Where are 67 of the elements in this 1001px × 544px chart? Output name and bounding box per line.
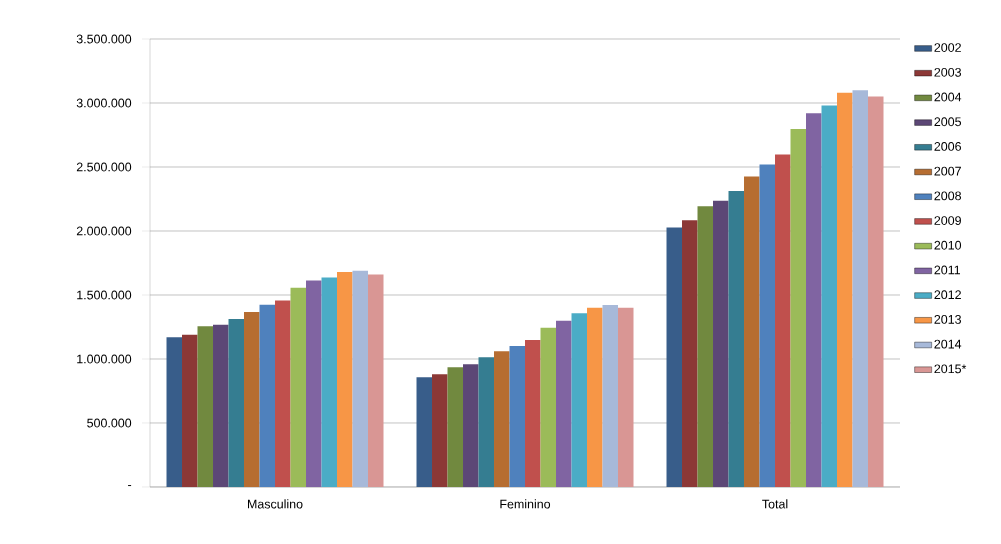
bar <box>509 345 526 487</box>
legend-label: 2008 <box>934 191 962 201</box>
bar <box>618 307 634 487</box>
y-tick-label: 3.500.000 <box>76 34 132 44</box>
bar <box>790 129 807 487</box>
y-tick-label: 500.000 <box>87 418 132 428</box>
bar <box>837 92 853 487</box>
bar <box>259 304 276 487</box>
y-tick-label: 2.000.000 <box>76 226 132 236</box>
bar <box>166 337 183 487</box>
legend-label: 2014 <box>934 339 962 349</box>
bar <box>321 277 338 487</box>
legend-label: 2011 <box>934 265 961 275</box>
bar <box>290 287 307 487</box>
x-tick-label: Feminino <box>500 499 551 509</box>
bar <box>197 326 214 487</box>
bar <box>432 374 448 487</box>
bar <box>494 351 510 487</box>
bar <box>728 191 745 487</box>
bar <box>775 154 791 487</box>
legend-label: 2015* <box>934 364 967 374</box>
y-tick-label: - <box>128 485 132 487</box>
bar <box>244 311 260 487</box>
y-tick-label: 1.000.000 <box>77 354 132 364</box>
bar <box>368 274 384 487</box>
legend-label: 2005 <box>934 117 962 127</box>
bar <box>697 206 714 487</box>
bar <box>806 113 822 487</box>
bar <box>337 271 353 487</box>
bar <box>540 327 557 487</box>
bar <box>447 367 464 487</box>
legend-label: 2010 <box>934 240 962 250</box>
bar <box>556 320 572 487</box>
bar <box>682 220 698 487</box>
bar <box>228 318 245 487</box>
bar <box>868 96 884 487</box>
bar <box>602 304 619 487</box>
bar <box>666 227 683 487</box>
bar <box>713 200 729 487</box>
legend-label: 2012 <box>934 290 961 300</box>
bar <box>478 357 495 487</box>
bar <box>463 364 479 487</box>
legend-label: 2009 <box>934 216 961 225</box>
bar <box>416 377 433 487</box>
x-tick-label: Total <box>762 499 788 509</box>
bar <box>275 300 291 487</box>
legend-label: 2002 <box>934 43 961 52</box>
x-tick-label: Masculino <box>247 499 303 509</box>
bar <box>852 90 869 487</box>
y-tick-label: 3.000.000 <box>76 98 132 108</box>
bar <box>744 176 760 487</box>
bar <box>352 270 369 487</box>
bar <box>821 105 838 487</box>
bar <box>587 307 603 487</box>
legend-label: 2007 <box>934 166 961 176</box>
legend-label: 2003 <box>934 67 961 77</box>
bar <box>182 334 198 487</box>
bar <box>571 313 588 487</box>
legend-label: 2013 <box>934 314 961 324</box>
bar <box>306 280 322 487</box>
legend-label: 2004 <box>934 92 962 102</box>
y-tick-label: 1.500.000 <box>77 290 132 300</box>
bar <box>759 164 776 487</box>
bar <box>213 324 229 487</box>
y-tick-label: 2.500.000 <box>76 162 132 172</box>
legend-label: 2006 <box>934 142 961 151</box>
bar <box>525 340 541 487</box>
